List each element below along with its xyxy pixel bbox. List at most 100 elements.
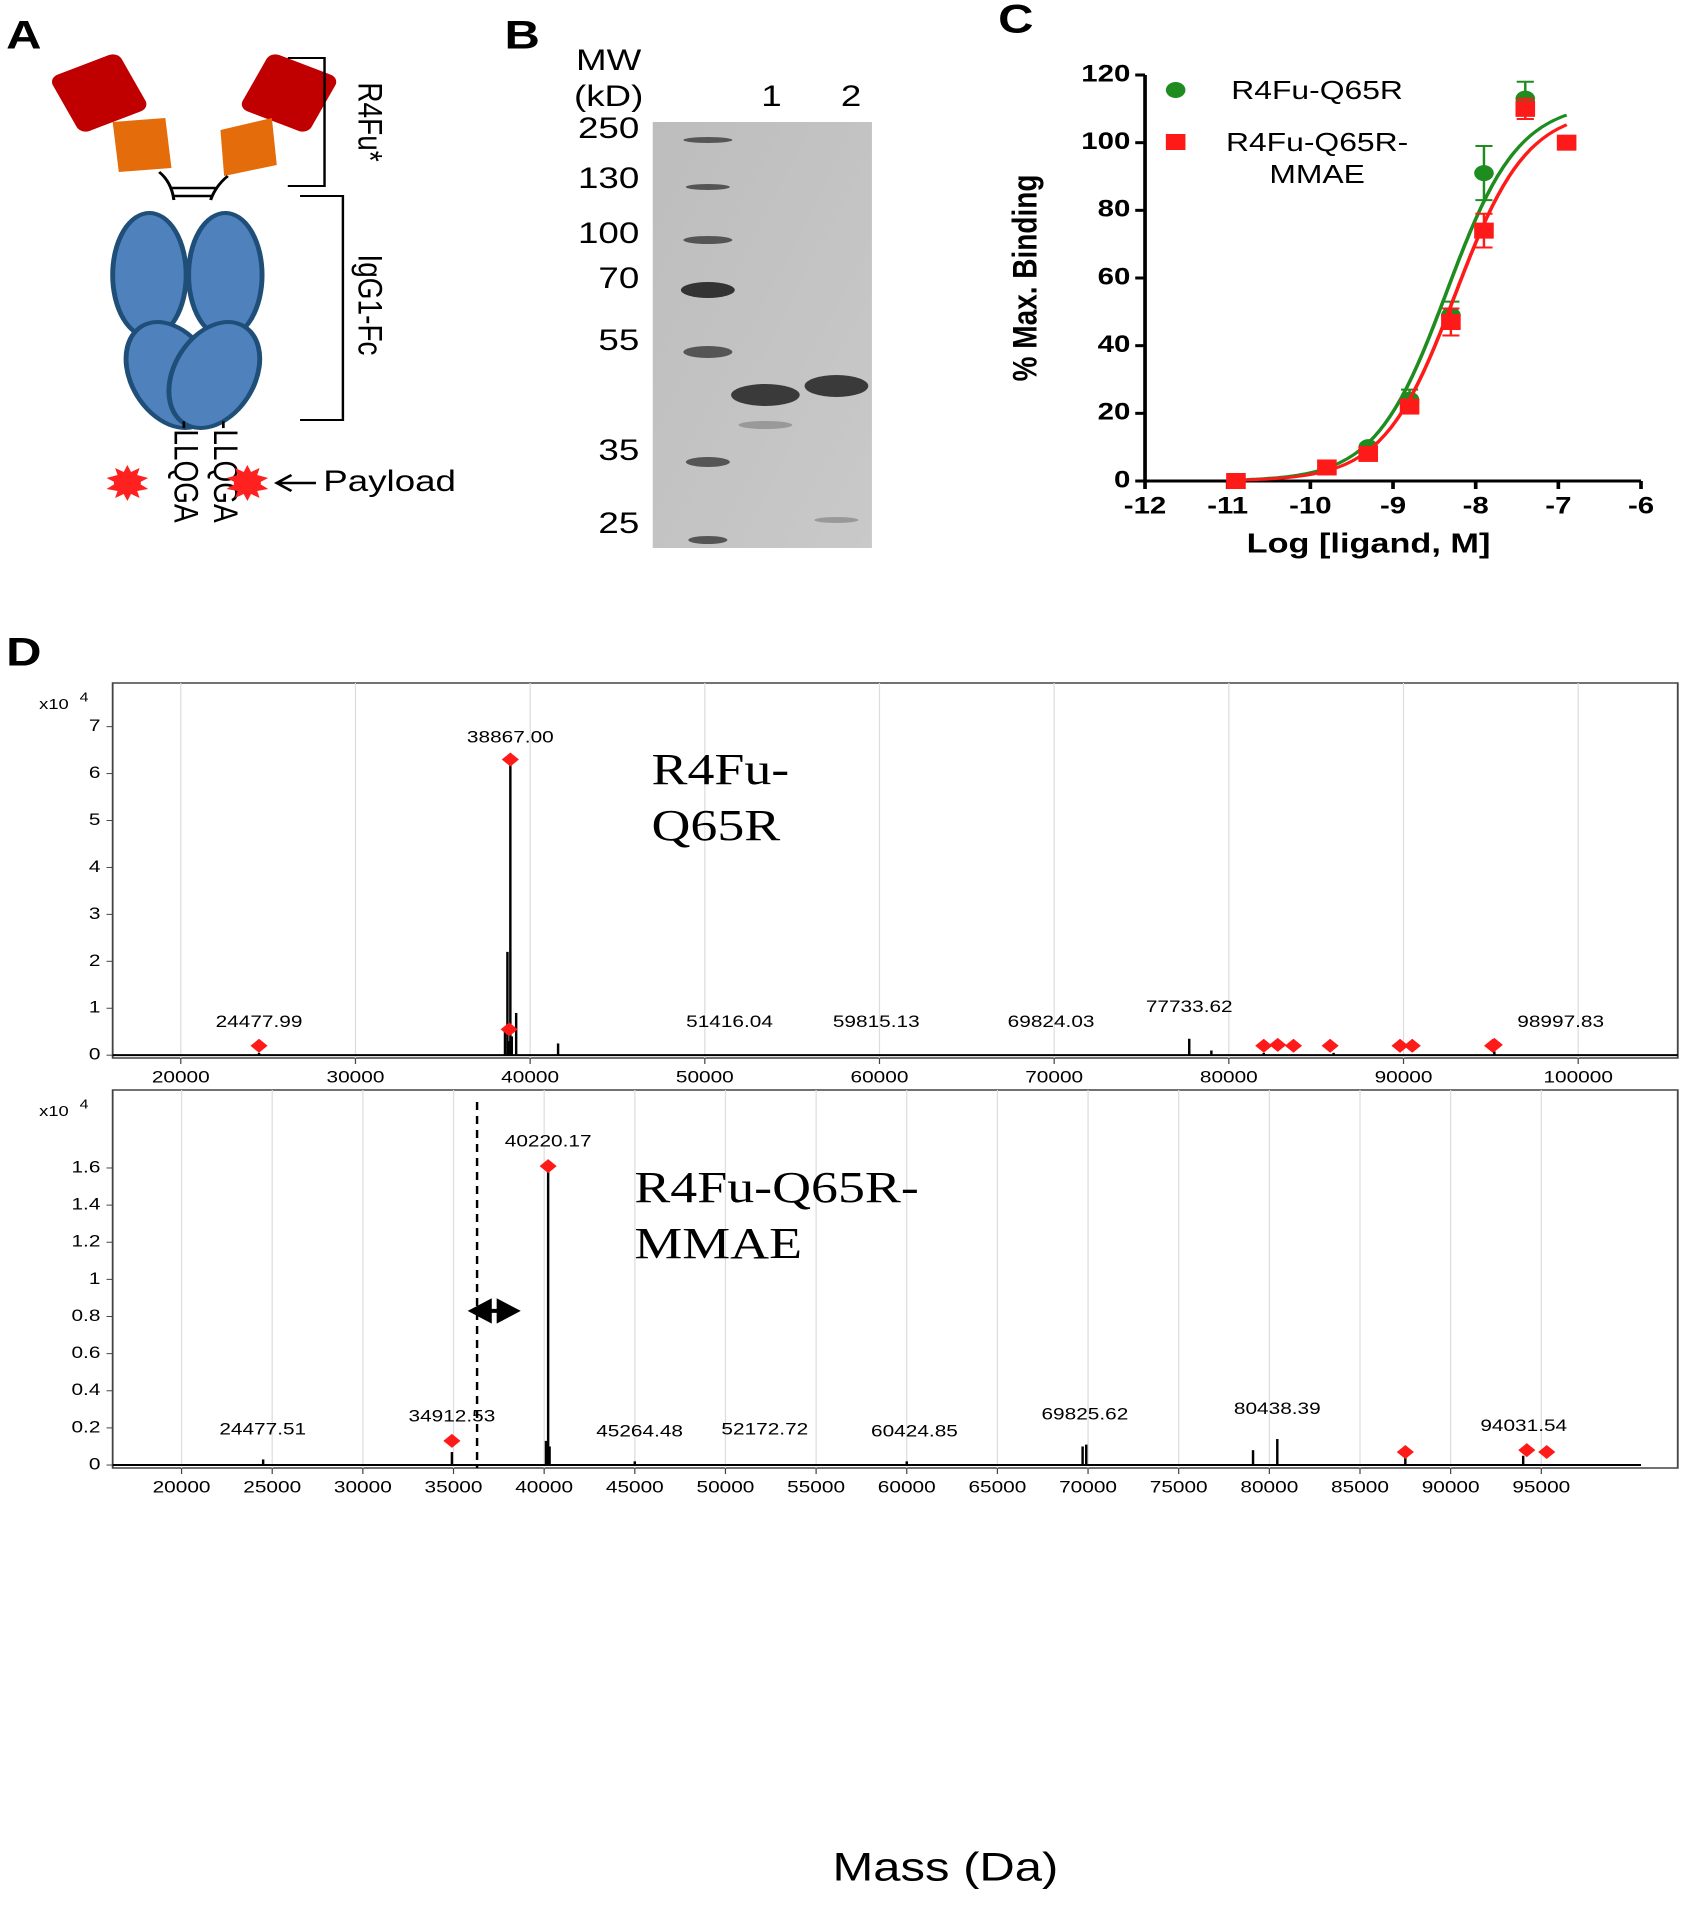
y-tick-label: 2 [89,951,101,970]
x-axis-title: Log [ligand, M] [1247,527,1491,558]
bracket [287,57,345,421]
peak-label: 77733.62 [1146,998,1233,1017]
domain [220,118,277,176]
y-tick-label: 80 [1098,195,1131,222]
x-tick-label: 30000 [334,1478,392,1497]
point [1399,398,1420,415]
y-tick-label: 60 [1098,263,1131,290]
peak-marker [1255,1038,1273,1053]
x-tick-label: 100000 [1543,1068,1612,1087]
peak-marker [1396,1445,1414,1460]
x-tick-label: 60000 [851,1068,909,1087]
y-axis-title: % Max. Binding [1006,175,1044,382]
peak-marker [443,1433,461,1448]
x-tick-label: 60000 [878,1478,936,1497]
y-tick-label: 40 [1098,331,1131,358]
text-box: R4Fu-Q65R [1231,75,1403,105]
x-tick-label: 80000 [1240,1478,1298,1497]
peak-label: 69824.03 [1008,1013,1095,1032]
peak-label: 51416.04 [686,1013,773,1032]
peak-marker [1321,1038,1339,1053]
domain [110,211,189,339]
legend-marker [1165,82,1186,98]
x-tick-label: 80000 [1200,1068,1258,1087]
y-tick-label: 0 [89,1045,101,1064]
x-axis-title: Mass (Da) [833,1846,1059,1890]
y-tick-label: 0.6 [71,1344,100,1363]
lane-label: 1 [761,80,781,113]
antibody-diagram: R4Fu* IgG1-Fc -LLQGA -LLQGA Payload [51,54,456,523]
x-tick-label: 85000 [1331,1478,1389,1497]
annotation: R4Fu-Q65R [651,745,790,850]
peak-marker [539,1159,557,1174]
x-tick-label: 70000 [1059,1478,1117,1497]
mw-label: 250 [578,112,639,145]
y-multiplier-exp: 4 [80,691,89,705]
protein-band [731,384,800,406]
x-tick-label: 25000 [243,1478,301,1497]
mw-label: 25 [598,507,639,540]
peak-label: 94031.54 [1480,1416,1567,1435]
legend-label: R4Fu-Q65R [1231,75,1403,105]
peak-label: 40220.17 [505,1132,592,1151]
x-tick-label: -12 [1124,492,1166,519]
peak-label: 59815.13 [833,1013,920,1032]
annotation: R4Fu-Q65R-MMAE [634,1163,919,1268]
gel-label: MW [576,44,642,77]
label: Payload [323,465,456,498]
x-tick-label: 20000 [152,1068,210,1087]
y-tick-label: 100 [1081,128,1130,155]
x-tick-label: 40000 [515,1478,573,1497]
panel-label: C [998,0,1033,42]
domain [186,211,265,339]
peak-marker [501,752,519,767]
peak-marker [1485,1037,1503,1052]
domain [166,320,263,430]
protein-band [804,375,869,397]
x-tick-label: -11 [1207,492,1248,519]
point [1358,445,1379,462]
peak-marker [250,1038,268,1053]
y-tick-label: 1 [89,1270,101,1289]
mw-label: 35 [598,434,639,467]
domain [241,54,337,132]
domain [51,54,147,132]
x-tick-label: -10 [1289,492,1331,519]
point [1474,165,1494,182]
peak-label: 80438.39 [1234,1400,1321,1419]
gel-image [652,122,872,548]
x-tick-label: 35000 [425,1478,483,1497]
y-tick-label: 7 [89,717,101,736]
label: IgG1-Fc [351,254,389,355]
y-multiplier: x10 [39,1103,69,1120]
y-tick-label: 3 [89,905,101,924]
domain [112,118,172,172]
point [1441,313,1461,330]
double-arrow [467,1298,521,1324]
text-box: R4Fu-Q65R [651,745,790,850]
point [1474,222,1494,239]
peak-label: 38867.00 [467,728,554,747]
mw-label: 130 [578,162,639,195]
gel-panel: MW (kD) 1 2 [574,44,872,548]
peak-label: 24477.51 [219,1420,306,1439]
gel-label: (kD) [574,80,643,113]
y-tick-label: 1.6 [71,1158,100,1177]
mw-label: 70 [598,262,639,295]
text-box: R4Fu-Q65R-MMAE [1226,127,1408,189]
y-tick-label: 0.2 [71,1418,100,1437]
ladder-bands [680,137,735,544]
point [1515,100,1536,117]
payload-icon [106,465,269,501]
peak-marker [1518,1443,1536,1458]
y-tick-label: 1.2 [71,1232,100,1251]
x-tick-label: 90000 [1375,1068,1433,1087]
x-tick-label: -6 [1628,492,1654,519]
peak-marker [1391,1038,1409,1053]
y-tick-label: 0 [89,1455,101,1474]
mw-label: 100 [578,217,639,250]
peak-marker [1269,1037,1287,1052]
y-tick-label: 6 [89,764,101,783]
